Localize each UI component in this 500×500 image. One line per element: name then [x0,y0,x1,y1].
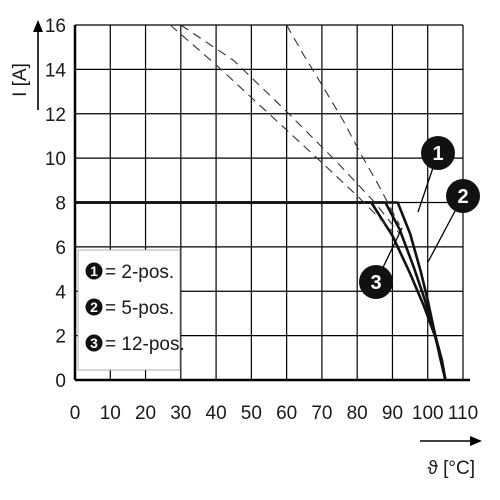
x-tick-label: 50 [241,403,262,424]
x-axis-title: ϑ [°C] [427,458,475,479]
x-tick-label: 0 [70,403,81,424]
legend-badge-number: 3 [90,335,98,351]
x-tick-label: 20 [135,403,156,424]
legend-badge-number: 1 [90,263,98,279]
x-tick-label: 80 [347,403,368,424]
legend-badge [85,262,103,280]
x-tick-label: 40 [206,403,227,424]
y-tick-labels: 0 2 4 6 8 10 12 14 16 [45,16,67,392]
x-tick-label: 90 [382,403,403,424]
y-tick-label: 0 [55,371,66,392]
y-tick-label: 4 [55,282,66,303]
axes-layer [73,25,470,382]
y-tick-label: 12 [45,105,66,126]
x-tick-labels: 0 10 20 30 40 50 60 70 80 90 100 110 [70,403,478,424]
y-axis-title-group: I [A] [10,20,43,110]
x-tick-label: 10 [100,403,121,424]
y-tick-label: 6 [55,238,66,259]
y-tick-label: 8 [55,194,66,215]
y-axis-title: I [A] [10,63,31,97]
legend-badge-number: 2 [90,299,98,315]
dashed-limit-curve [180,24,400,234]
x-tick-label: 70 [311,403,332,424]
callout-badge [421,136,455,170]
callout-number: 1 [432,143,443,165]
x-axis-title-group: ϑ [°C] [420,436,482,479]
x-tick-label: 60 [276,403,297,424]
derating-curve-3 [75,201,447,381]
callout-number: 2 [457,186,468,208]
series-layer [75,24,447,381]
x-tick-label: 100 [412,403,444,424]
y-tick-label: 14 [45,60,67,81]
x-tick-label: 30 [170,403,191,424]
legend-badge [85,298,103,316]
callout-number: 3 [370,272,381,294]
dashed-limit-curve [286,24,400,225]
legend-badge [85,334,103,352]
legend-label: = 5-pos. [105,298,174,319]
y-tick-label: 16 [45,16,66,37]
series-callouts: 12 3 [359,136,480,299]
legend-label: = 12-pos. [105,334,185,355]
callout-badge [446,179,480,213]
dashed-limit-curve [169,24,393,232]
y-tick-label: 2 [55,327,66,348]
x-tick-label: 110 [448,403,478,424]
callout-badge [359,265,393,299]
x-axis-arrow-head [470,436,482,446]
legend: 1 = 2-pos. 2 = 5-pos. 3 = 12-pos. [77,249,185,371]
y-axis-arrow-head [33,20,43,32]
legend-label: = 2-pos. [105,262,174,283]
y-tick-label: 10 [45,149,66,170]
